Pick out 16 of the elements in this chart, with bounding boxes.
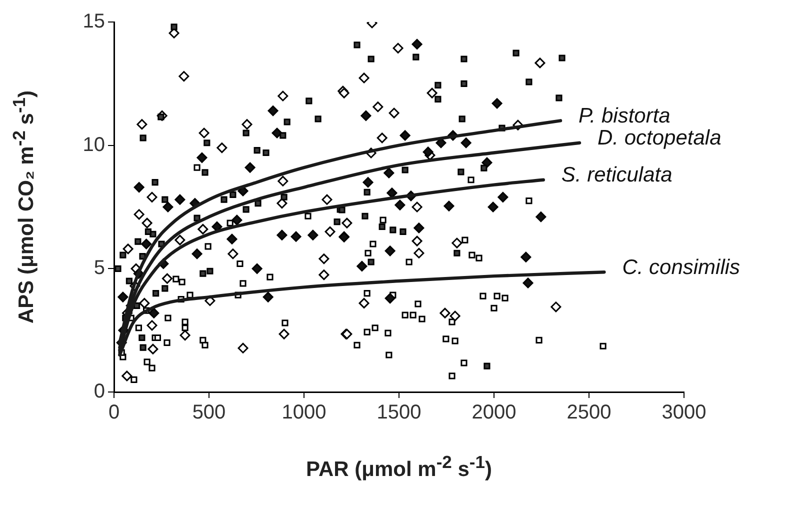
x-tick-label: 2000 (472, 402, 516, 424)
x-tick-label: 1000 (282, 402, 326, 424)
series-label: S. reticulata (561, 164, 672, 187)
y-tick-label: 0 (94, 380, 105, 403)
x-tick-label: 0 (108, 402, 120, 424)
x-tick-label: 2500 (566, 402, 612, 424)
series-label: P. bistorta (578, 104, 670, 128)
y-tick-label: 5 (94, 257, 105, 280)
series-label: C. consimilis (622, 256, 741, 279)
x-tick-label: 1500 (376, 402, 422, 424)
series-label: D. octopetala (598, 126, 722, 150)
y-tick-label: 10 (82, 134, 105, 156)
x-axis-title: PAR (μmol m$^{-2}$ s$^{-1}$) (305, 452, 493, 482)
y-tick-label: 15 (82, 10, 105, 33)
x-tick-label: 500 (192, 402, 226, 424)
x-tick-label: 3000 (662, 402, 706, 424)
